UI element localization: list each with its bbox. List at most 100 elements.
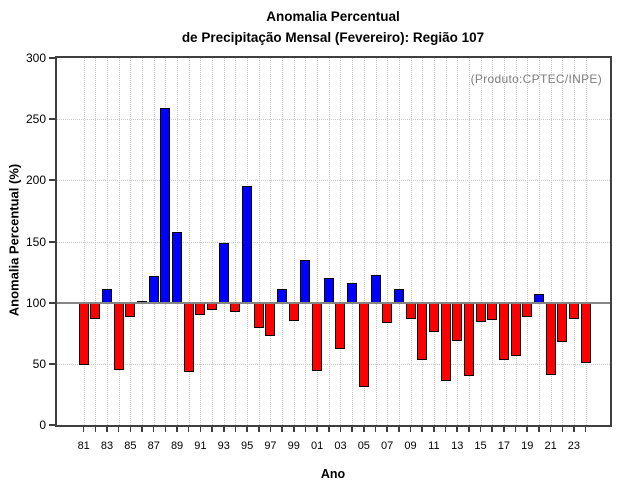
bar-2023 xyxy=(568,302,579,319)
bar-1990 xyxy=(183,302,194,373)
x-tick xyxy=(491,427,493,432)
x-tick xyxy=(444,427,447,432)
x-tick xyxy=(398,427,400,432)
x-tick xyxy=(258,427,260,432)
x-tick xyxy=(223,427,225,432)
x-tick-label: 05 xyxy=(357,440,370,452)
chart-title-line1: Anomalia Percentual xyxy=(266,9,400,24)
horizontal-gridline xyxy=(57,119,610,121)
bar-1989 xyxy=(172,231,183,303)
bar-2006 xyxy=(370,274,381,303)
x-tick-label: 81 xyxy=(77,440,90,452)
y-axis-title: Anomalia Percentual (%) xyxy=(6,163,22,317)
y-tick xyxy=(49,301,55,304)
chart-title: Anomalia Percentual de Precipitação Mens… xyxy=(27,6,639,48)
bar-1997 xyxy=(265,302,276,336)
bar-2012 xyxy=(440,302,451,381)
chart-title-line2: de Precipitação Mensal (Fevereiro): Regi… xyxy=(181,30,485,45)
x-tick xyxy=(94,427,97,432)
x-tick-label: 17 xyxy=(497,440,511,452)
x-tick xyxy=(328,427,330,432)
x-tick xyxy=(164,427,167,432)
bar-2000 xyxy=(300,259,311,303)
x-tick xyxy=(339,427,342,432)
x-tick xyxy=(561,427,563,432)
x-tick xyxy=(211,427,213,432)
x-tick-label: 97 xyxy=(264,440,277,452)
bar-2003 xyxy=(335,302,346,350)
x-tick xyxy=(584,427,587,432)
bar-1992 xyxy=(207,302,218,310)
y-tick-label: 50 xyxy=(32,356,46,371)
x-tick xyxy=(176,427,178,432)
bar-2008 xyxy=(393,289,404,303)
bar-2018 xyxy=(510,302,521,357)
source-note: (Produto:CPTEC/INPE) xyxy=(470,72,602,86)
bar-2011 xyxy=(428,302,439,333)
x-tick xyxy=(152,427,155,432)
bar-1998 xyxy=(277,289,288,303)
x-tick xyxy=(503,427,505,432)
x-tick-label: 95 xyxy=(240,440,254,452)
x-tick-label: 11 xyxy=(428,440,440,452)
x-tick-label: 21 xyxy=(544,440,557,452)
x-tick-label: 07 xyxy=(381,440,394,452)
x-tick xyxy=(304,427,307,432)
x-tick xyxy=(538,427,540,432)
bar-2015 xyxy=(475,302,486,323)
x-tick-label: 15 xyxy=(474,440,487,452)
y-tick xyxy=(49,118,55,121)
bar-2024 xyxy=(580,302,591,363)
x-tick xyxy=(421,427,423,432)
x-tick-label: 85 xyxy=(124,440,137,452)
bar-1982 xyxy=(90,302,101,319)
x-tick xyxy=(386,427,388,432)
x-tick xyxy=(199,427,202,432)
bar-1995 xyxy=(242,186,253,303)
x-tick xyxy=(281,427,283,432)
x-tick-label: 87 xyxy=(147,440,160,452)
x-tick-label: 03 xyxy=(334,440,347,452)
y-tick xyxy=(49,240,55,243)
x-tick xyxy=(293,427,295,432)
bar-2002 xyxy=(323,278,334,303)
bar-2017 xyxy=(498,302,509,361)
x-tick xyxy=(117,427,120,432)
x-tick xyxy=(433,427,435,432)
x-tick xyxy=(141,427,143,432)
x-tick-label: 09 xyxy=(404,440,417,452)
y-tick-label: 100 xyxy=(25,295,46,310)
x-tick xyxy=(549,427,552,432)
bar-1988 xyxy=(160,108,171,303)
y-tick-label: 0 xyxy=(39,418,46,432)
x-tick-label: 89 xyxy=(170,440,184,452)
bar-1983 xyxy=(102,289,113,303)
bar-2022 xyxy=(557,302,568,342)
x-tick-label: 83 xyxy=(100,440,114,452)
horizontal-gridline xyxy=(57,363,610,365)
y-tick xyxy=(49,362,55,365)
bar-1991 xyxy=(195,302,206,315)
bar-2005 xyxy=(358,302,369,388)
plot-area xyxy=(57,58,610,425)
x-tick xyxy=(514,427,517,432)
x-tick xyxy=(269,427,272,432)
x-axis-title: Ano xyxy=(320,467,346,481)
bar-2019 xyxy=(522,302,533,318)
y-tick-label: 150 xyxy=(25,234,46,249)
x-tick-label: 91 xyxy=(194,440,207,452)
x-tick xyxy=(129,427,132,432)
bar-2021 xyxy=(545,302,556,375)
bar-1994 xyxy=(230,302,241,313)
y-tick-label: 300 xyxy=(25,51,46,65)
x-tick xyxy=(246,427,248,432)
x-tick xyxy=(234,427,237,432)
x-tick xyxy=(187,427,190,432)
y-tick xyxy=(49,57,55,59)
x-tick xyxy=(573,427,575,432)
x-tick-label: 99 xyxy=(287,440,300,452)
x-tick-label: 23 xyxy=(567,440,581,452)
y-tick xyxy=(49,424,55,426)
x-tick xyxy=(468,427,470,432)
bar-2016 xyxy=(487,302,498,320)
